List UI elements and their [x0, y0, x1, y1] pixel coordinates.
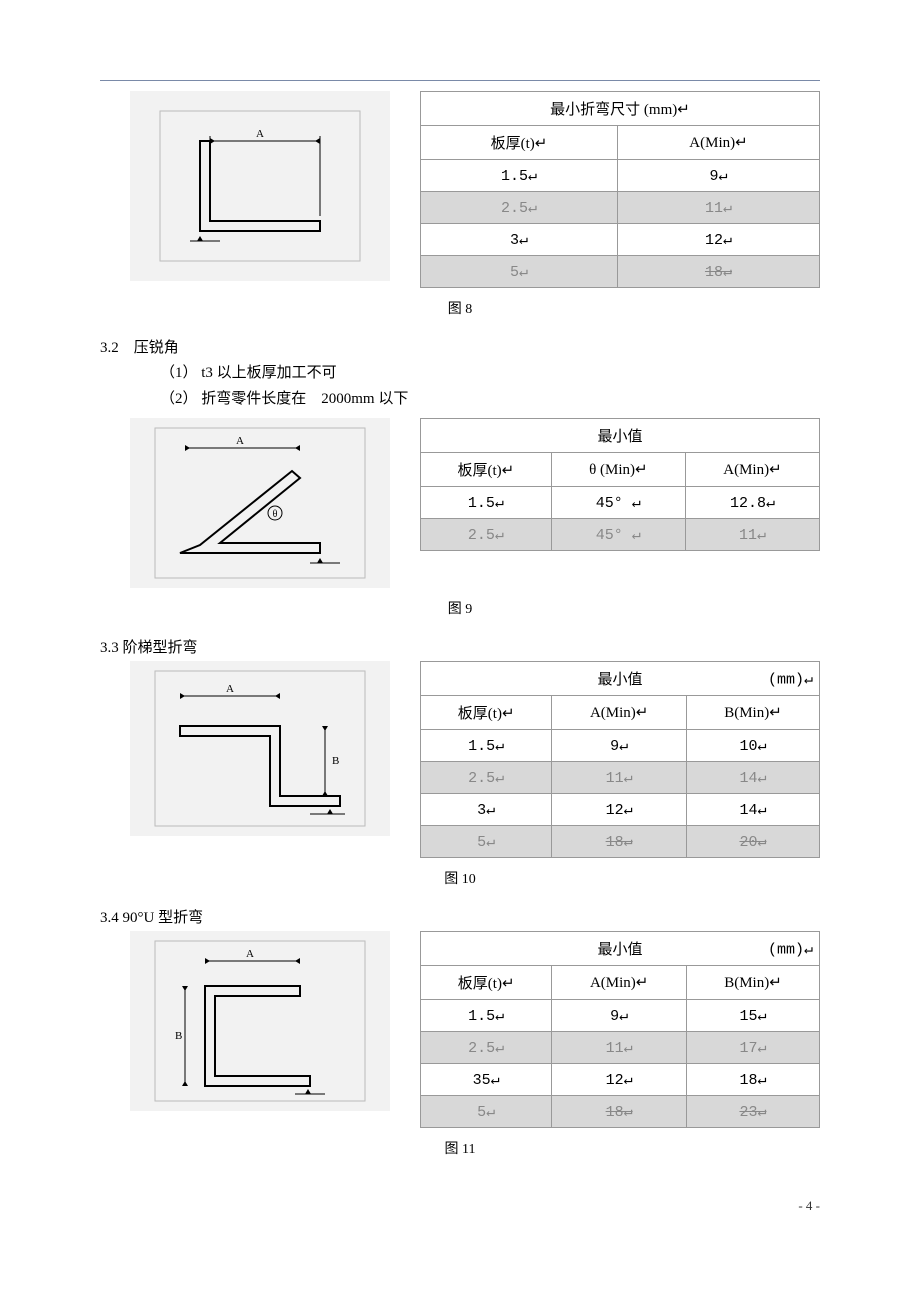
svg-text:A: A	[246, 948, 254, 960]
sec32-item2: （2） 折弯零件长度在 2000mm 以下	[160, 387, 820, 413]
svg-text:θ: θ	[273, 509, 278, 520]
table-row: 1.5↵ 9↵ 15↵	[421, 1000, 820, 1032]
fig11-table-wrap: 最小值 (mm)↵ 板厚(t)↵ A(Min)↵ B(Min)↵ 1.5↵ 9↵…	[420, 931, 820, 1128]
sec34-heading: 3.4 90°U 型折弯	[100, 906, 820, 927]
fig8-h0: 板厚(t)↵	[421, 126, 618, 160]
fig10-diagram: A B	[130, 661, 390, 836]
fig9-caption: 图 9	[100, 598, 820, 618]
table-row: 1.5↵ 9↵ 10↵	[421, 730, 820, 762]
fig8-table: 最小折弯尺寸 (mm)↵ 板厚(t)↵ A(Min)↵ 1.5↵ 9↵ 2.5↵…	[420, 91, 820, 288]
step-bend-icon: A B	[150, 666, 370, 831]
table-row: 2.5↵ 11↵ 17↵	[421, 1032, 820, 1064]
fig8-table-wrap: 最小折弯尺寸 (mm)↵ 板厚(t)↵ A(Min)↵ 1.5↵ 9↵ 2.5↵…	[420, 91, 820, 288]
table-row: 3↵ 12↵ 14↵	[421, 794, 820, 826]
fig8-h1: A(Min)↵	[617, 126, 819, 160]
table-row: 5↵ 18↵ 20↵	[421, 826, 820, 858]
table-row: 2.5↵ 11↵	[421, 192, 820, 224]
page-number: - 4 -	[100, 1198, 820, 1214]
fig8-title: 最小折弯尺寸 (mm)↵	[421, 92, 820, 126]
table-row: 3↵ 12↵	[421, 224, 820, 256]
fig9-table-wrap: 最小值 板厚(t)↵ θ (Min)↵ A(Min)↵ 1.5↵ 45° ↵ 1…	[420, 418, 820, 551]
table-row: 5↵ 18↵ 23↵	[421, 1096, 820, 1128]
table-row: 2.5↵ 11↵ 14↵	[421, 762, 820, 794]
fig10-table-wrap: 最小值 (mm)↵ 板厚(t)↵ A(Min)↵ B(Min)↵ 1.5↵ 9↵…	[420, 661, 820, 858]
fig9-table: 最小值 板厚(t)↵ θ (Min)↵ A(Min)↵ 1.5↵ 45° ↵ 1…	[420, 418, 820, 551]
fig10-caption: 图 10	[100, 868, 820, 888]
fig10-title-row: 最小值 (mm)↵	[421, 662, 820, 696]
fig11-diagram: A B	[130, 931, 390, 1111]
fig10-row: A B 最小值 (mm)↵ 板厚(t)↵ A(Min)↵ B(Min)↵ 1.5…	[100, 661, 820, 858]
table-row: 5↵ 18↵	[421, 256, 820, 288]
table-row: 35↵ 12↵ 18↵	[421, 1064, 820, 1096]
table-row: 2.5↵ 45° ↵ 11↵	[421, 519, 820, 551]
sec32-heading: 3.2 压锐角	[100, 336, 820, 357]
fig11-table: 最小值 (mm)↵ 板厚(t)↵ A(Min)↵ B(Min)↵ 1.5↵ 9↵…	[420, 931, 820, 1128]
svg-text:A: A	[236, 435, 244, 447]
fig11-title-row: 最小值 (mm)↵	[421, 932, 820, 966]
table-row: 1.5↵ 9↵	[421, 160, 820, 192]
fig9-title: 最小值	[421, 419, 820, 453]
acute-bend-icon: θ A	[150, 423, 370, 583]
svg-text:B: B	[332, 755, 339, 767]
fig8-row: A 最小折弯尺寸 (mm)↵ 板厚(t)↵ A(Min)↵ 1.5↵ 9↵ 2.…	[100, 91, 820, 288]
top-rule	[100, 80, 820, 81]
fig10-table: 最小值 (mm)↵ 板厚(t)↵ A(Min)↵ B(Min)↵ 1.5↵ 9↵…	[420, 661, 820, 858]
fig9-diagram: θ A	[130, 418, 390, 588]
l-bend-icon: A	[150, 101, 370, 271]
svg-text:B: B	[175, 1030, 182, 1042]
fig9-row: θ A 最小值 板厚(t)↵ θ (Min)↵ A(Min)↵ 1.5↵ 45°…	[100, 418, 820, 588]
svg-text:A: A	[256, 128, 264, 140]
svg-text:A: A	[226, 683, 234, 695]
sec32-item1: （1） t3 以上板厚加工不可	[160, 361, 820, 387]
u-bend-icon: A B	[150, 936, 370, 1106]
sec33-heading: 3.3 阶梯型折弯	[100, 636, 820, 657]
fig11-caption: 图 11	[100, 1138, 820, 1158]
fig11-row: A B 最小值 (mm)↵ 板厚(t)↵ A(Min)↵ B(Min)↵ 1.5…	[100, 931, 820, 1128]
table-row: 1.5↵ 45° ↵ 12.8↵	[421, 487, 820, 519]
fig8-caption: 图 8	[100, 298, 820, 318]
fig8-diagram: A	[130, 91, 390, 281]
